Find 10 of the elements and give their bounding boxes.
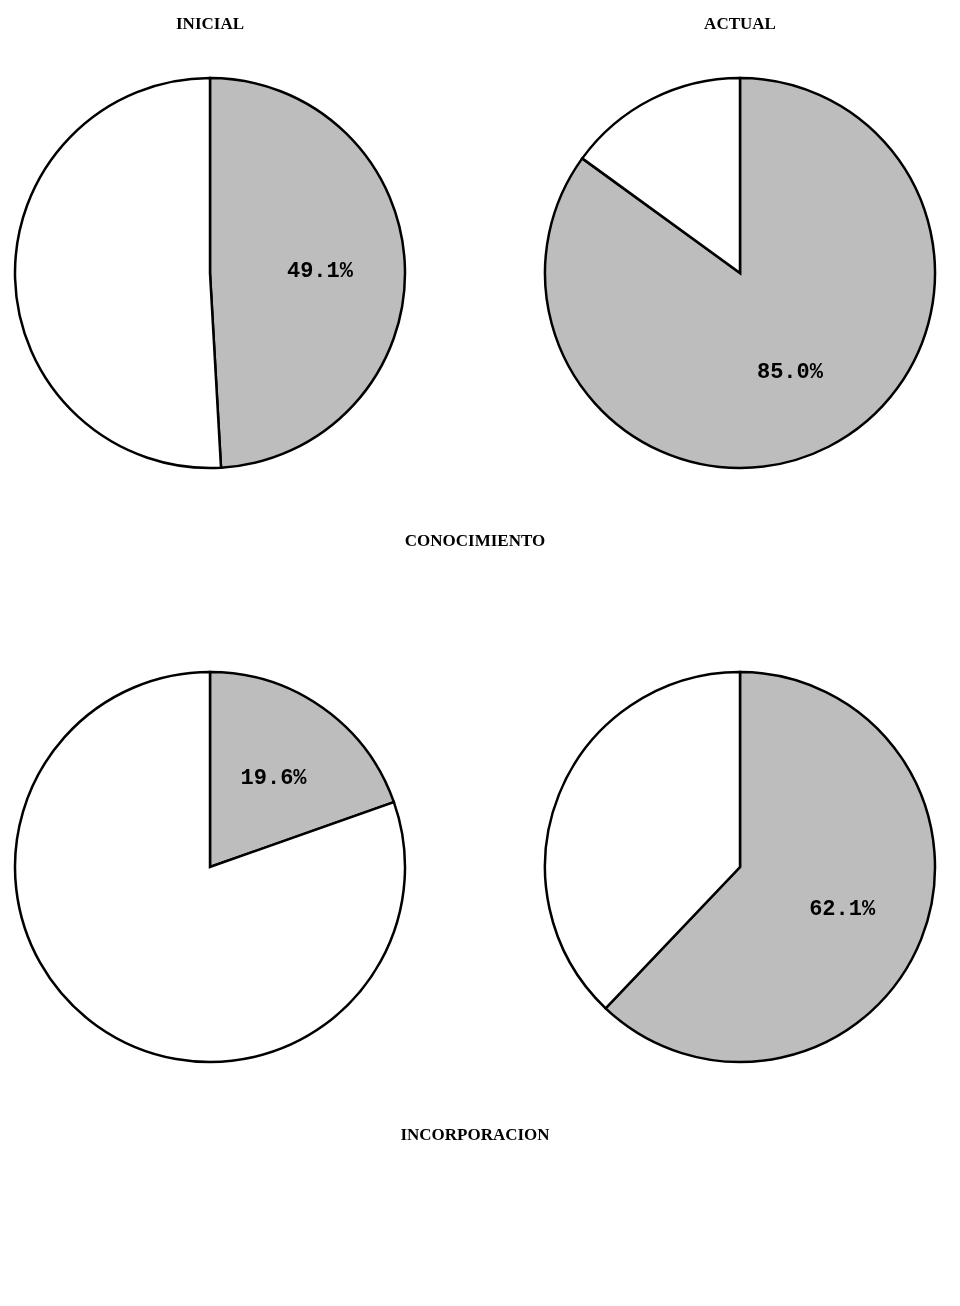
text: CONOCIMIENTO	[404, 531, 546, 550]
pie-slice	[543, 76, 937, 470]
chart-title: ACTUAL	[704, 14, 776, 33]
chart-title: INICIAL	[175, 14, 245, 33]
text: INCORPORACION	[400, 1125, 551, 1144]
data-label: 49.1%	[286, 258, 354, 284]
data-label: 19.6%	[240, 766, 308, 792]
pie-slice	[13, 670, 407, 1064]
data-label: 62.1%	[809, 896, 876, 922]
data-label: 85.0%	[756, 360, 824, 386]
